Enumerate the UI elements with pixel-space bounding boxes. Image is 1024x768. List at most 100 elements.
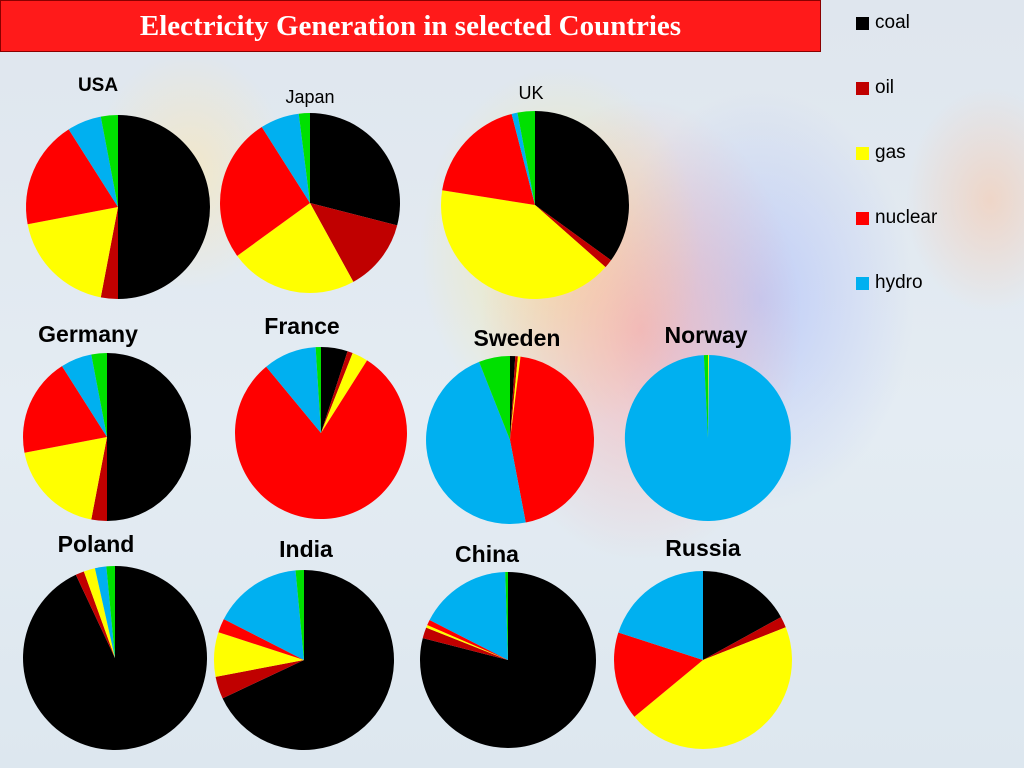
pie-slice-france-oil <box>321 351 353 433</box>
pie-slice-china-coal <box>419 572 596 748</box>
pie-slice-germany-coal <box>107 353 191 521</box>
pie-chart-uk <box>441 111 630 299</box>
pie-chart-japan <box>220 113 400 294</box>
pie-slice-china-hydro <box>429 572 508 660</box>
legend-swatch-coal <box>856 16 869 30</box>
pie-slice-india-oil <box>215 660 304 699</box>
legend-label: coal <box>875 12 910 33</box>
pie-slice-japan-nuclear <box>220 127 310 256</box>
pie-slice-india-other <box>295 570 304 660</box>
pie-slice-russia-gas <box>634 627 793 750</box>
legend-label: oil <box>875 77 895 98</box>
legend-item-hydro: hydro <box>856 272 923 294</box>
pie-slice-poland-other <box>106 566 115 658</box>
pie-slice-russia-oil <box>703 617 786 660</box>
chart-title-uk: UK <box>518 83 544 103</box>
chart-title-russia: Russia <box>665 535 741 561</box>
chart-title-china: China <box>455 541 519 567</box>
chart-title-norway: Norway <box>664 322 748 348</box>
pie-slice-sweden-other <box>479 356 510 440</box>
pie-slice-india-coal <box>222 570 395 751</box>
legend-label: nuclear <box>875 207 938 228</box>
pie-slice-china-gas <box>426 625 508 660</box>
pie-chart-germany <box>23 353 191 521</box>
pie-chart-sweden <box>426 356 595 524</box>
legend-item-nuclear: nuclear <box>856 207 937 229</box>
legend-swatch-nuclear <box>856 211 869 225</box>
legend-swatch-oil <box>856 81 869 95</box>
pie-slice-france-hydro <box>266 347 321 433</box>
pie-slice-germany-hydro <box>61 354 107 437</box>
pie-slice-usa-hydro <box>68 116 118 207</box>
chart-title-india: India <box>279 536 333 562</box>
pie-slice-poland-oil <box>75 571 115 658</box>
pie-slice-japan-hydro <box>261 113 310 203</box>
pie-chart-usa <box>25 115 210 299</box>
pie-slice-usa-other <box>100 115 118 207</box>
pie-slice-usa-oil <box>100 207 118 299</box>
pie-slice-germany-gas <box>24 437 108 520</box>
chart-title-japan: Japan <box>285 87 335 107</box>
pie-slice-germany-oil <box>91 437 107 521</box>
pie-chart-russia <box>614 571 793 750</box>
pie-slice-uk-hydro <box>511 112 535 205</box>
pie-slice-usa-gas <box>27 207 119 298</box>
pie-slice-sweden-coal <box>510 356 516 440</box>
pie-chart-france <box>234 347 407 520</box>
pie-slice-russia-hydro <box>618 571 703 660</box>
title-banner: Electricity Generation in selected Count… <box>0 0 821 52</box>
legend-swatch-hydro <box>856 276 869 290</box>
legend-item-oil: oil <box>856 77 894 99</box>
pie-slice-russia-nuclear <box>614 632 703 717</box>
pie-slice-france-coal <box>321 347 348 433</box>
pie-slice-india-gas <box>213 632 304 677</box>
pie-slice-china-nuclear <box>427 620 508 660</box>
pie-slice-norway-other <box>703 354 708 438</box>
pie-slice-poland-hydro <box>94 566 115 658</box>
pie-chart-poland <box>23 565 208 751</box>
pie-slice-uk-gas <box>441 190 606 299</box>
pie-chart-china <box>419 571 596 748</box>
pie-slice-france-nuclear <box>234 360 407 520</box>
pie-slice-russia-coal <box>703 571 781 660</box>
pie-slice-uk-other <box>517 111 535 205</box>
pie-slice-usa-nuclear <box>25 129 119 225</box>
pie-slice-france-other <box>315 347 321 433</box>
chart-title-poland: Poland <box>57 531 135 557</box>
pie-slice-uk-coal <box>535 111 630 261</box>
pie-chart-india <box>213 570 395 751</box>
pie-slice-norway-hydro <box>624 355 791 522</box>
pie-slice-china-oil <box>422 627 508 660</box>
pie-slice-germany-nuclear <box>23 366 107 453</box>
chart-title-sweden: Sweden <box>473 325 561 351</box>
pie-slice-india-hydro <box>223 570 304 660</box>
pie-slice-germany-other <box>91 353 107 437</box>
pie-slice-japan-gas <box>237 203 354 294</box>
pie-slice-france-gas <box>321 353 368 433</box>
pie-slice-india-nuclear <box>218 619 304 660</box>
page-title: Electricity Generation in selected Count… <box>139 9 682 42</box>
pie-slice-sweden-gas <box>510 356 521 440</box>
pie-slice-sweden-hydro <box>426 361 526 524</box>
pie-slice-norway-gas <box>708 355 710 438</box>
chart-title-germany: Germany <box>38 321 138 347</box>
pie-chart-norway <box>624 354 791 522</box>
legend-label: gas <box>875 142 906 163</box>
pie-slice-usa-coal <box>118 115 210 299</box>
pie-slice-japan-other <box>298 113 310 203</box>
legend-item-coal: coal <box>856 12 910 34</box>
legend-swatch-gas <box>856 146 869 160</box>
pie-slice-china-other <box>505 571 508 660</box>
chart-title-usa: USA <box>77 75 119 96</box>
pie-slice-uk-oil <box>535 205 612 268</box>
pie-slice-japan-coal <box>310 113 400 226</box>
pie-slice-poland-coal <box>23 565 208 751</box>
pie-slice-sweden-nuclear <box>510 356 595 523</box>
pie-slice-japan-oil <box>310 203 398 282</box>
pie-slice-uk-nuclear <box>442 113 535 205</box>
pie-slice-poland-gas <box>83 568 115 658</box>
legend-item-gas: gas <box>856 142 906 164</box>
pie-slice-sweden-oil <box>510 356 518 440</box>
